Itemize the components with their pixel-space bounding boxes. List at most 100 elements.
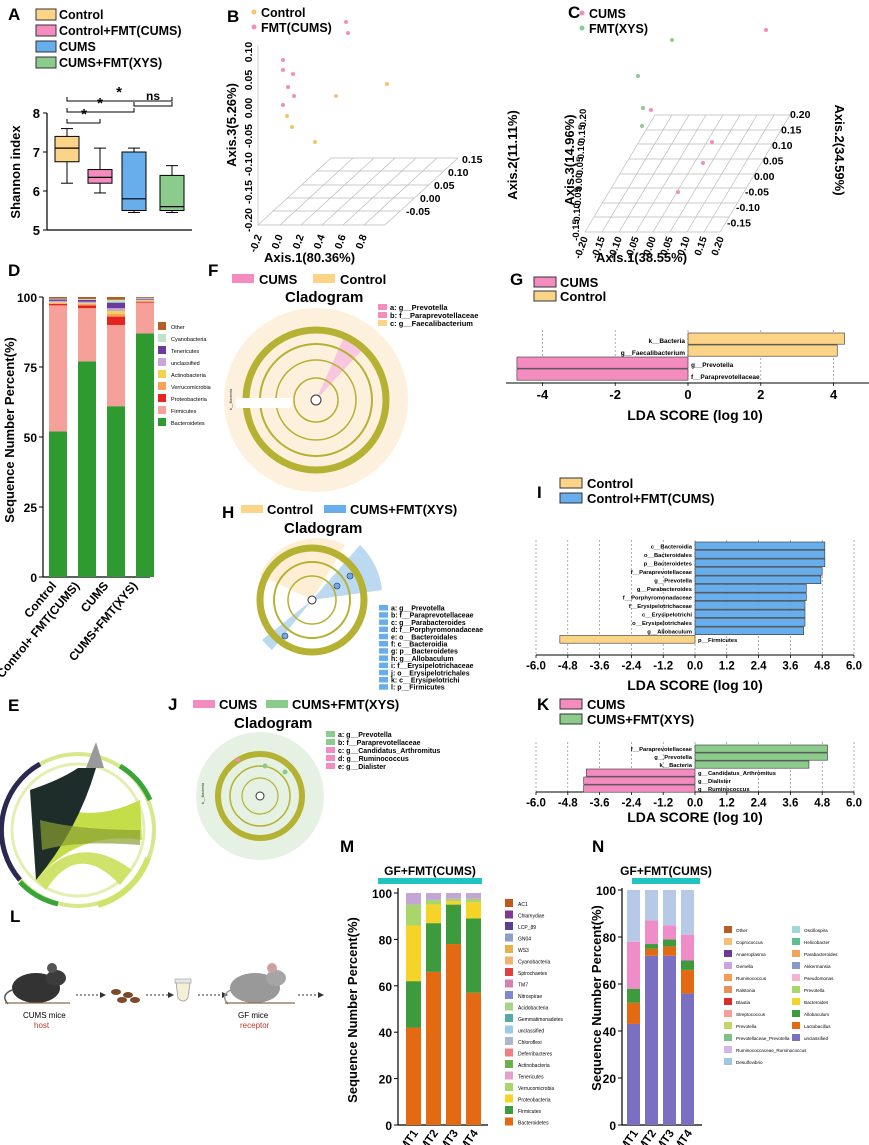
bar-segment-verrucomicrobia xyxy=(466,898,481,903)
legend-label: Acidobacteria xyxy=(518,1006,549,1012)
lda-bar xyxy=(694,744,828,753)
z-tick-label: 0.00 xyxy=(754,171,775,183)
key-item: h: g__Allobaculum xyxy=(391,656,454,663)
bar-segment-unclassified xyxy=(78,301,96,304)
legend-swatch xyxy=(724,998,732,1005)
legend-label: Tenericutes xyxy=(518,1075,544,1081)
arrow-head xyxy=(100,992,106,998)
lda-bar xyxy=(694,575,822,584)
bar-segment-verrucomicrobia xyxy=(78,304,96,306)
legend-label: Coprococcus xyxy=(736,940,764,945)
key-item: d: g__Ruminococcus xyxy=(338,756,409,763)
legend-swatch-control xyxy=(559,477,583,489)
legend-label: CUMS xyxy=(560,275,599,290)
key-swatch xyxy=(379,655,388,661)
legend-swatch xyxy=(792,938,800,945)
panel-h-cladogram: Control CUMS+FMT(XYS) Cladogram a: g__Pr… xyxy=(241,502,483,692)
legend-label: Blautia xyxy=(736,1000,750,1005)
legend-label: Verrucomicrobia xyxy=(171,385,212,391)
legend-swatch xyxy=(792,1022,800,1029)
legend-swatch-cums xyxy=(533,276,557,288)
x-tick-label: 0.20 xyxy=(710,235,727,257)
key-item: e: g__Dialister xyxy=(338,764,386,771)
x-tick-label: 6.0 xyxy=(846,661,862,673)
legend-swatch xyxy=(792,926,800,933)
chord-arc-dark xyxy=(0,761,42,882)
key-swatch xyxy=(378,304,387,310)
legend-swatch xyxy=(158,370,166,378)
feces-pellet xyxy=(111,989,121,995)
cladogram-title: Cladogram xyxy=(284,520,362,537)
bar-segment-tenericutes xyxy=(107,302,125,309)
y-tick-label: 60 xyxy=(379,980,393,994)
point-control xyxy=(285,114,289,118)
bar-segment-tenericutes xyxy=(49,299,67,301)
lda-bar-label: o__Bacteroidales xyxy=(644,553,692,559)
y-tick-label: 20 xyxy=(603,1072,617,1086)
x-tick-label: 0.0 xyxy=(687,798,703,810)
key-swatch xyxy=(379,684,388,690)
y-tick-label: 0.10 xyxy=(576,141,587,160)
y-axis-label-secondary: Axis.2(11.11%) xyxy=(505,110,520,200)
legend-label: TM7 xyxy=(518,983,528,989)
y-tick-label: 7 xyxy=(33,145,40,160)
bar-segment-firmicutes xyxy=(426,923,441,972)
panel-label-j: J xyxy=(168,695,177,714)
legend-label: Oscillospira xyxy=(804,928,828,933)
key-swatch xyxy=(379,619,388,625)
x-tick-label: 3.6 xyxy=(782,798,798,810)
title-bar xyxy=(632,878,700,884)
data-points xyxy=(281,20,389,144)
bar-segment-bacteroidetes xyxy=(406,1027,421,1125)
legend-swatch xyxy=(505,1048,513,1057)
bracket xyxy=(133,102,173,107)
legend-swatch-control-fmt-cums xyxy=(559,492,583,504)
lda-bar xyxy=(694,618,806,627)
lda-bar xyxy=(583,776,696,785)
bar-segment-bacteroidetes xyxy=(446,944,461,1125)
bar-segment-allobaculum xyxy=(663,939,676,947)
title-bar xyxy=(378,878,482,884)
z-tick-label: -0.05 xyxy=(745,187,769,199)
lda-bar-label: k__Bacteria xyxy=(649,338,686,345)
point-control xyxy=(385,82,389,86)
mouse-host-icon xyxy=(4,963,66,1005)
bar-segment-allobaculum xyxy=(681,960,694,970)
lda-bar-label: g__Ruminococcus xyxy=(698,787,750,793)
point-control xyxy=(290,125,294,129)
x-axis-label: LDA SCORE (log 10) xyxy=(627,407,763,423)
legend-label: Ruminococcus xyxy=(736,976,767,981)
bar-segment-actinobacteria xyxy=(107,311,125,314)
grid-box xyxy=(257,45,459,226)
lda-bar xyxy=(694,541,826,550)
bar-segment-tenericutes xyxy=(78,299,96,302)
lda-bar-label: g__Faecalibacterium xyxy=(621,350,686,357)
legend-swatch-control xyxy=(241,505,263,513)
data-points xyxy=(636,28,768,194)
legend-swatch-cums-fmt-xys xyxy=(35,56,57,69)
lda-bar xyxy=(694,592,807,601)
legend-label: WS3 xyxy=(518,948,529,954)
legend-label: Tenericutes xyxy=(171,349,199,355)
point-fmt-cums xyxy=(292,94,296,98)
key-item: a: g__Prevotella xyxy=(391,606,445,613)
bar-segment-bacteroides xyxy=(627,941,640,989)
y-tick-label: 60 xyxy=(603,978,617,992)
z-tick-label: -0.10 xyxy=(736,202,760,214)
point-cums xyxy=(701,161,705,165)
bar-segment-firmicutes xyxy=(466,918,481,993)
key-item: l: p__Firmicutes xyxy=(391,685,445,692)
bar-segment-unclassified xyxy=(645,955,658,1125)
bar-segment-other xyxy=(136,297,154,298)
legend-label: CUMS+FMT(XYS) xyxy=(292,697,399,712)
chart-title: GF+FMT(CUMS) xyxy=(620,864,712,878)
legend-label: Desulfovibrio xyxy=(736,1060,763,1065)
panel-label-g: G xyxy=(510,270,523,289)
mouse-tail xyxy=(223,989,232,1005)
key-item: c: g__Faecalibacterium xyxy=(390,319,473,328)
panel-label-n: N xyxy=(592,837,604,856)
bar-segment-other xyxy=(406,893,421,905)
legend-label: Verrucomicrobia xyxy=(518,1086,554,1092)
bar-segment-firmicutes xyxy=(78,308,96,362)
legend-dot-fmt-cums xyxy=(251,24,257,30)
